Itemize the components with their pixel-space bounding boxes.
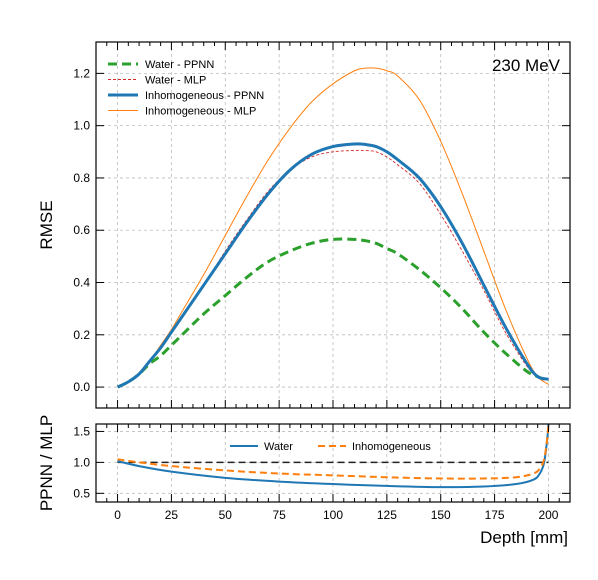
x-tick-label: 175 (485, 508, 505, 522)
main-y-tick-label: 1.0 (73, 119, 90, 133)
ratio-series-group (117, 424, 550, 489)
series-line-water-ppnn (116, 237, 550, 389)
x-axis-label: Depth [mm] (480, 528, 568, 547)
legend-label: Inhomogeneous - PPNN (145, 90, 264, 102)
ratio-series-line-inhomogeneous (117, 424, 550, 480)
energy-annotation: 230 MeV (492, 56, 561, 75)
main-y-tick-label: 0.8 (73, 171, 90, 185)
legend-label: Inhomogeneous - MLP (145, 106, 256, 118)
main-y-tick-label: 0.4 (73, 276, 90, 290)
main-plot-panel: 0.00.20.40.60.81.01.2 Water - PPNNWater … (37, 41, 571, 409)
main-y-tick-label: 0.6 (73, 223, 90, 237)
ratio-y-tick-label: 1.0 (73, 455, 90, 469)
x-tick-label: 150 (431, 508, 451, 522)
ratio-axis-ticks: 0 25 50 75 100 125 150 175 200 0.5 1.0 1.5 (73, 424, 571, 522)
x-tick-label: 75 (272, 508, 286, 522)
main-grid (96, 42, 570, 408)
legend-label: Water - MLP (145, 75, 206, 87)
main-y-tick-label: 1.2 (73, 66, 90, 80)
series-line-inhomogeneous-ppnn (116, 142, 549, 389)
ratio-y-tick-label: 1.5 (73, 424, 90, 438)
series-line-water-mlp (117, 149, 549, 388)
x-tick-label: 25 (165, 508, 179, 522)
ratio-plot-panel: 0 25 50 75 100 125 150 175 200 0.5 1.0 1.5 Water Inh… (37, 415, 571, 547)
ratio-legend-label: Water (264, 441, 293, 453)
legend-label: Water - PPNN (145, 59, 214, 71)
ratio-y-axis-label: PPNN / MLP (37, 415, 56, 511)
main-y-axis-label: RMSE (37, 200, 56, 249)
x-tick-label: 200 (538, 508, 558, 522)
x-tick-label: 50 (219, 508, 233, 522)
main-y-tick-label: 0.0 (73, 380, 90, 394)
ratio-legend-label: Inhomogeneous (352, 441, 431, 453)
main-legend: Water - PPNN Water - MLP Inhomogeneous - P… (108, 59, 264, 118)
main-series-group (116, 67, 550, 389)
main-y-tick-label: 0.2 (73, 328, 90, 342)
x-tick-label: 125 (377, 508, 397, 522)
x-tick-label: 100 (323, 508, 343, 522)
ratio-y-tick-label: 0.5 (73, 486, 90, 500)
main-axis-ticks: 0.0 0.2 0.4 0.6 0.8 1.0 1.2 (73, 42, 571, 408)
series-line-inhomogeneous-mlp (117, 67, 549, 388)
ratio-series-line-water (117, 424, 550, 489)
x-tick-label: 0 (114, 508, 121, 522)
ratio-legend: Water Inhomogeneous (230, 441, 431, 453)
